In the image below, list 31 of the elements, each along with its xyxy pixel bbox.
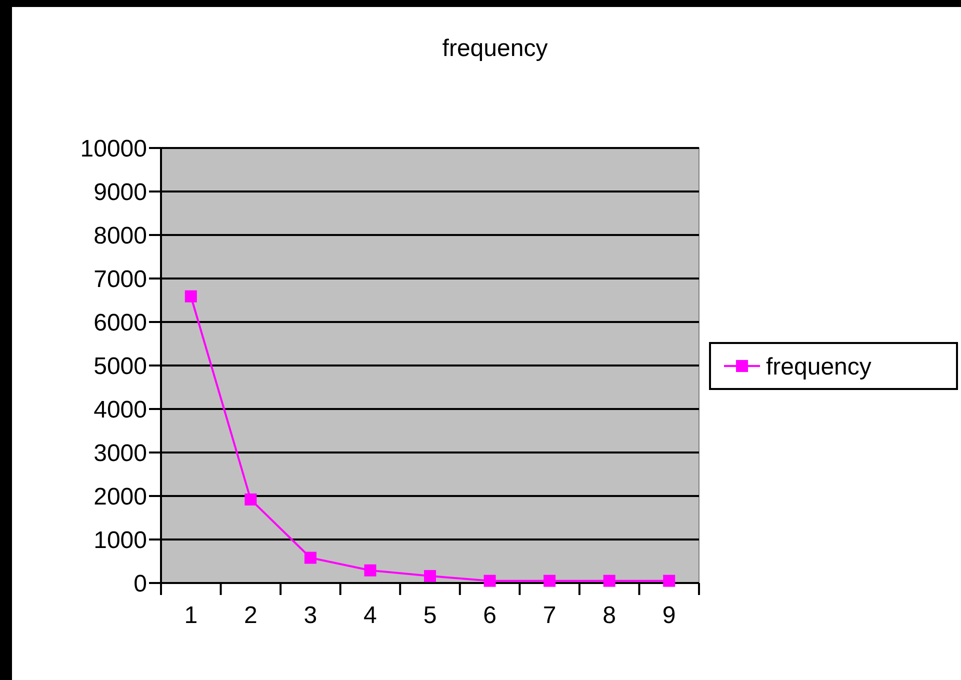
y-tick-label: 4000	[94, 396, 147, 424]
y-tick-label: 9000	[94, 178, 147, 206]
x-tick-label: 8	[602, 602, 616, 629]
point	[304, 552, 316, 564]
x-tick-label: 1	[184, 602, 198, 629]
point	[603, 574, 616, 587]
x-tick-label: 7	[542, 602, 556, 629]
point	[484, 574, 496, 587]
x-tick-label: 4	[364, 602, 377, 629]
y-tick-label: 8000	[94, 222, 147, 250]
legend-label: frequency	[766, 353, 872, 380]
y-tick-label: 3000	[94, 440, 147, 467]
point	[364, 564, 376, 576]
y-tick-label: 1000	[94, 526, 147, 554]
y-tick-label: 2000	[94, 483, 147, 510]
x-tick-label: 5	[423, 602, 437, 629]
point	[424, 570, 436, 582]
point	[663, 574, 676, 587]
y-tick-label: 5000	[94, 352, 147, 380]
point	[184, 290, 197, 302]
y-tick-label: 7000	[94, 266, 147, 293]
x-tick-label: 9	[662, 602, 676, 629]
point	[544, 574, 556, 587]
x-tick-label: 6	[483, 602, 496, 629]
y-tick-label: 0	[134, 570, 147, 598]
y-tick-label: 10000	[80, 135, 147, 162]
point	[244, 493, 257, 506]
x-tick-label: 2	[244, 602, 258, 629]
chart-title: frequency	[442, 35, 548, 62]
y-tick-label: 6000	[94, 309, 147, 336]
x-tick-label: 3	[304, 602, 318, 629]
